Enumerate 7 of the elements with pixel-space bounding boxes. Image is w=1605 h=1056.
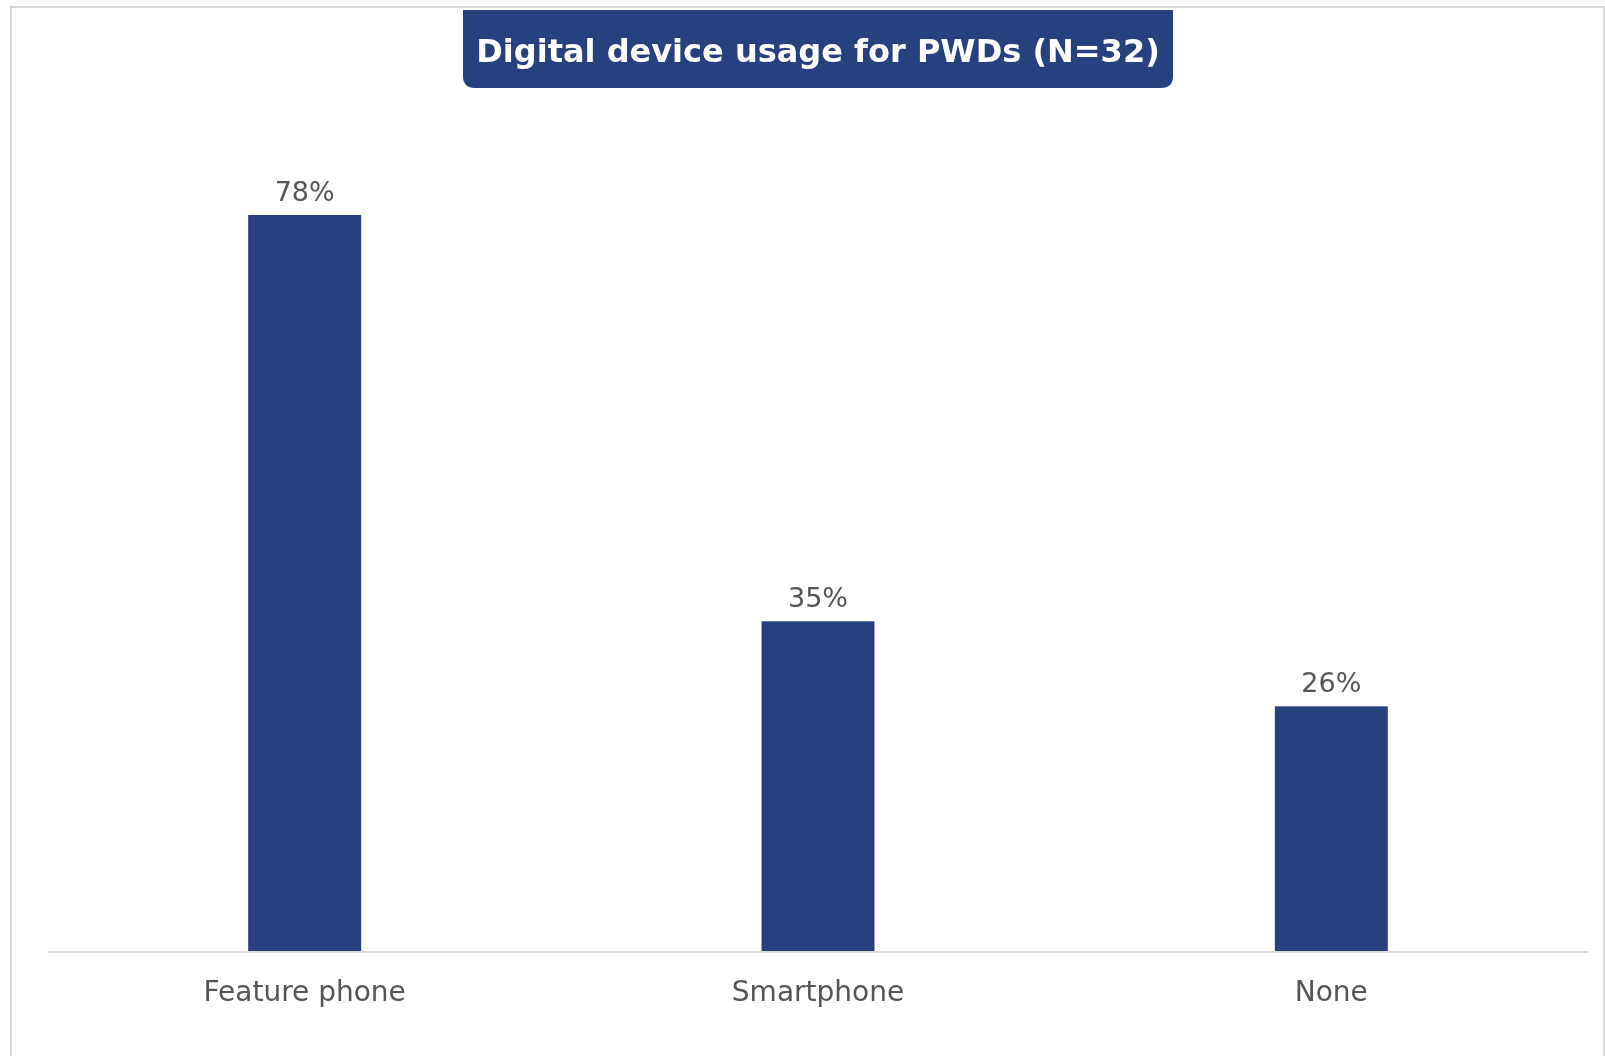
data-label: 35% [787,582,849,614]
chart-title: Digital device usage for PWDs (N=32) [476,32,1160,70]
x-tick-label: Feature phone [203,975,406,1008]
x-tick-label: None [1294,975,1368,1008]
data-label: 78% [274,176,335,207]
data-label: 26% [1301,667,1362,699]
x-tick-label: Smartphone [731,975,905,1008]
